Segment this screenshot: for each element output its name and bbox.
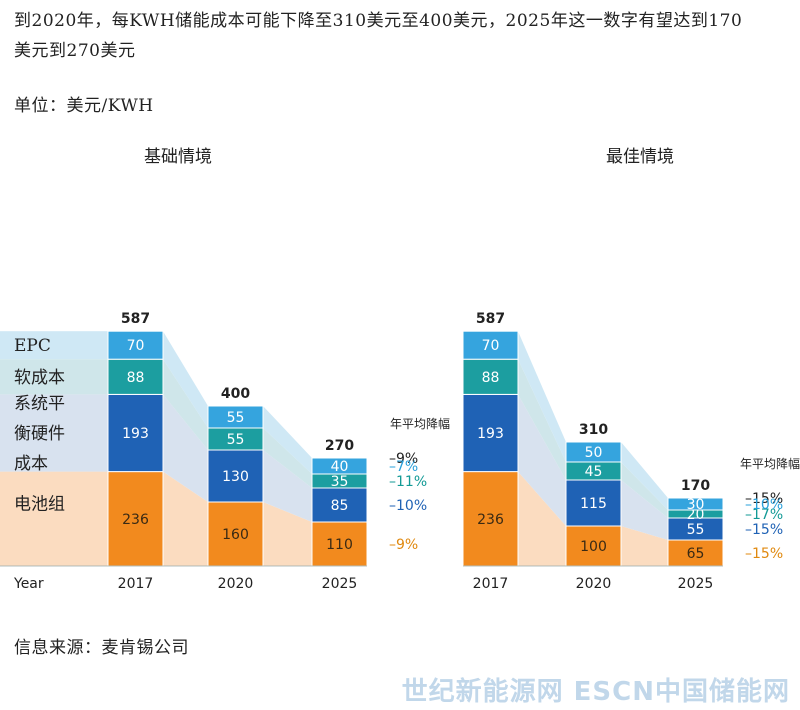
data-label-hardware-2020: 115 <box>580 496 607 512</box>
bar-epc-2017 <box>462 330 519 360</box>
rate-soft: –11% <box>389 474 427 490</box>
total-label-2020: 310 <box>579 422 608 438</box>
rate-soft: –17% <box>745 507 783 523</box>
bar-epc-2020 <box>207 405 264 429</box>
legend-band-soft <box>0 359 108 395</box>
legend-label-soft: 软成本 <box>14 368 65 388</box>
bar-battery-2020 <box>565 525 622 567</box>
band-hardware-2017-2020 <box>518 394 566 526</box>
total-label-2025: 270 <box>325 438 354 454</box>
data-label-hardware-2017: 193 <box>477 426 504 442</box>
legend-label-battery: 电池组 <box>14 495 65 515</box>
band-epc-2017-2020 <box>518 331 566 462</box>
rate-epc: –10% <box>745 497 783 513</box>
data-label-soft-2020: 55 <box>227 432 245 448</box>
bar-hardware-2017 <box>107 393 164 473</box>
unit-label: 单位：美元/KWH <box>14 96 154 116</box>
data-label-epc-2025: 30 <box>687 497 705 513</box>
bar-soft-2017 <box>107 358 164 395</box>
total-label-2020: 400 <box>221 386 250 402</box>
bar-hardware-2020 <box>207 449 264 503</box>
bar-battery-2017 <box>462 471 519 567</box>
data-label-battery-2025: 110 <box>326 537 353 553</box>
band-soft-2017-2020 <box>163 359 208 450</box>
data-label-soft-2017: 88 <box>482 370 500 386</box>
band-hardware-2020-2025 <box>621 480 668 540</box>
band-soft-2017-2020 <box>518 359 566 480</box>
data-label-battery-2017: 236 <box>477 512 504 528</box>
x-tick-2017: 2017 <box>118 576 154 592</box>
legend-band-hardware <box>0 394 108 472</box>
band-soft-2020-2025 <box>621 462 668 518</box>
rate-total: –9% <box>389 451 418 467</box>
data-label-hardware-2017: 193 <box>122 426 149 442</box>
band-hardware-2020-2025 <box>263 450 312 522</box>
rate-total: –15% <box>745 491 783 507</box>
bar-soft-2017 <box>462 358 519 395</box>
data-label-hardware-2025: 55 <box>687 522 705 538</box>
data-label-epc-2020: 50 <box>585 445 603 461</box>
total-label-2017: 587 <box>121 311 150 327</box>
band-battery-2017-2020 <box>518 471 566 566</box>
bar-hardware-2025 <box>311 487 368 523</box>
annual-decline-title: 年平均降幅 <box>740 456 800 471</box>
panel-title: 基础情境 <box>144 147 212 167</box>
data-label-epc-2025: 40 <box>331 459 349 475</box>
rate-battery: –9% <box>389 537 418 553</box>
band-epc-2020-2025 <box>621 442 668 510</box>
data-label-soft-2020: 45 <box>585 464 603 480</box>
bar-epc-2025 <box>311 457 368 475</box>
total-label-2017: 587 <box>476 311 505 327</box>
headline: 到2020年，每KWH储能成本可能下降至310美元至400美元，2025年这一数… <box>14 11 743 61</box>
data-label-hardware-2025: 85 <box>331 498 349 514</box>
source-label: 信息来源：麦肯锡公司 <box>14 638 189 658</box>
band-battery-2017-2020 <box>163 471 208 566</box>
data-label-battery-2025: 65 <box>687 546 705 562</box>
bar-hardware-2017 <box>462 393 519 473</box>
band-epc-2017-2020 <box>163 331 208 428</box>
rate-hardware: –10% <box>389 498 427 514</box>
bar-battery-2025 <box>667 539 724 567</box>
bar-epc-2025 <box>667 497 724 511</box>
data-label-soft-2025: 35 <box>331 474 349 490</box>
legend-label-hardware: 衡硬件 <box>14 424 65 444</box>
data-label-soft-2017: 88 <box>127 370 145 386</box>
cost-chart: 236 193 88 70 587 2017 160 130 55 55 400 2020 110 85 3… <box>0 147 800 592</box>
panel-title: 最佳情境 <box>606 147 674 167</box>
x-tick-2020: 2020 <box>218 576 254 592</box>
x-tick-2017: 2017 <box>473 576 509 592</box>
data-label-epc-2020: 55 <box>227 410 245 426</box>
band-battery-2020-2025 <box>263 502 312 566</box>
data-label-battery-2020: 160 <box>222 527 249 543</box>
rate-battery: –15% <box>745 546 783 562</box>
legend-label-hardware: 系统平 <box>14 394 65 414</box>
x-tick-2025: 2025 <box>322 576 358 592</box>
rate-epc: –7% <box>389 459 418 475</box>
band-hardware-2017-2020 <box>163 394 208 502</box>
data-label-epc-2017: 70 <box>482 338 500 354</box>
band-epc-2020-2025 <box>263 406 312 474</box>
x-tick-2020: 2020 <box>576 576 612 592</box>
rate-hardware: –15% <box>745 522 783 538</box>
legend-band-epc <box>0 331 108 360</box>
data-label-hardware-2020: 130 <box>222 469 249 485</box>
bar-epc-2017 <box>107 330 164 360</box>
band-battery-2020-2025 <box>621 526 668 566</box>
data-label-epc-2017: 70 <box>127 338 145 354</box>
bar-battery-2020 <box>207 501 264 567</box>
legend-label-hardware: 成本 <box>14 454 48 474</box>
total-label-2025: 170 <box>681 478 710 494</box>
legend-band-battery <box>0 471 108 566</box>
x-axis-label: Year <box>13 576 44 592</box>
watermark: 世纪新能源网 ESCN中国储能网 <box>401 677 790 707</box>
data-label-battery-2017: 236 <box>122 512 149 528</box>
data-label-battery-2020: 100 <box>580 539 607 555</box>
bar-battery-2025 <box>311 521 368 567</box>
band-soft-2020-2025 <box>263 428 312 488</box>
data-label-soft-2025: 20 <box>687 507 705 523</box>
x-tick-2025: 2025 <box>678 576 714 592</box>
bar-epc-2020 <box>565 441 622 463</box>
annual-decline-title: 年平均降幅 <box>390 416 450 431</box>
legend-label-epc: EPC <box>14 336 51 356</box>
